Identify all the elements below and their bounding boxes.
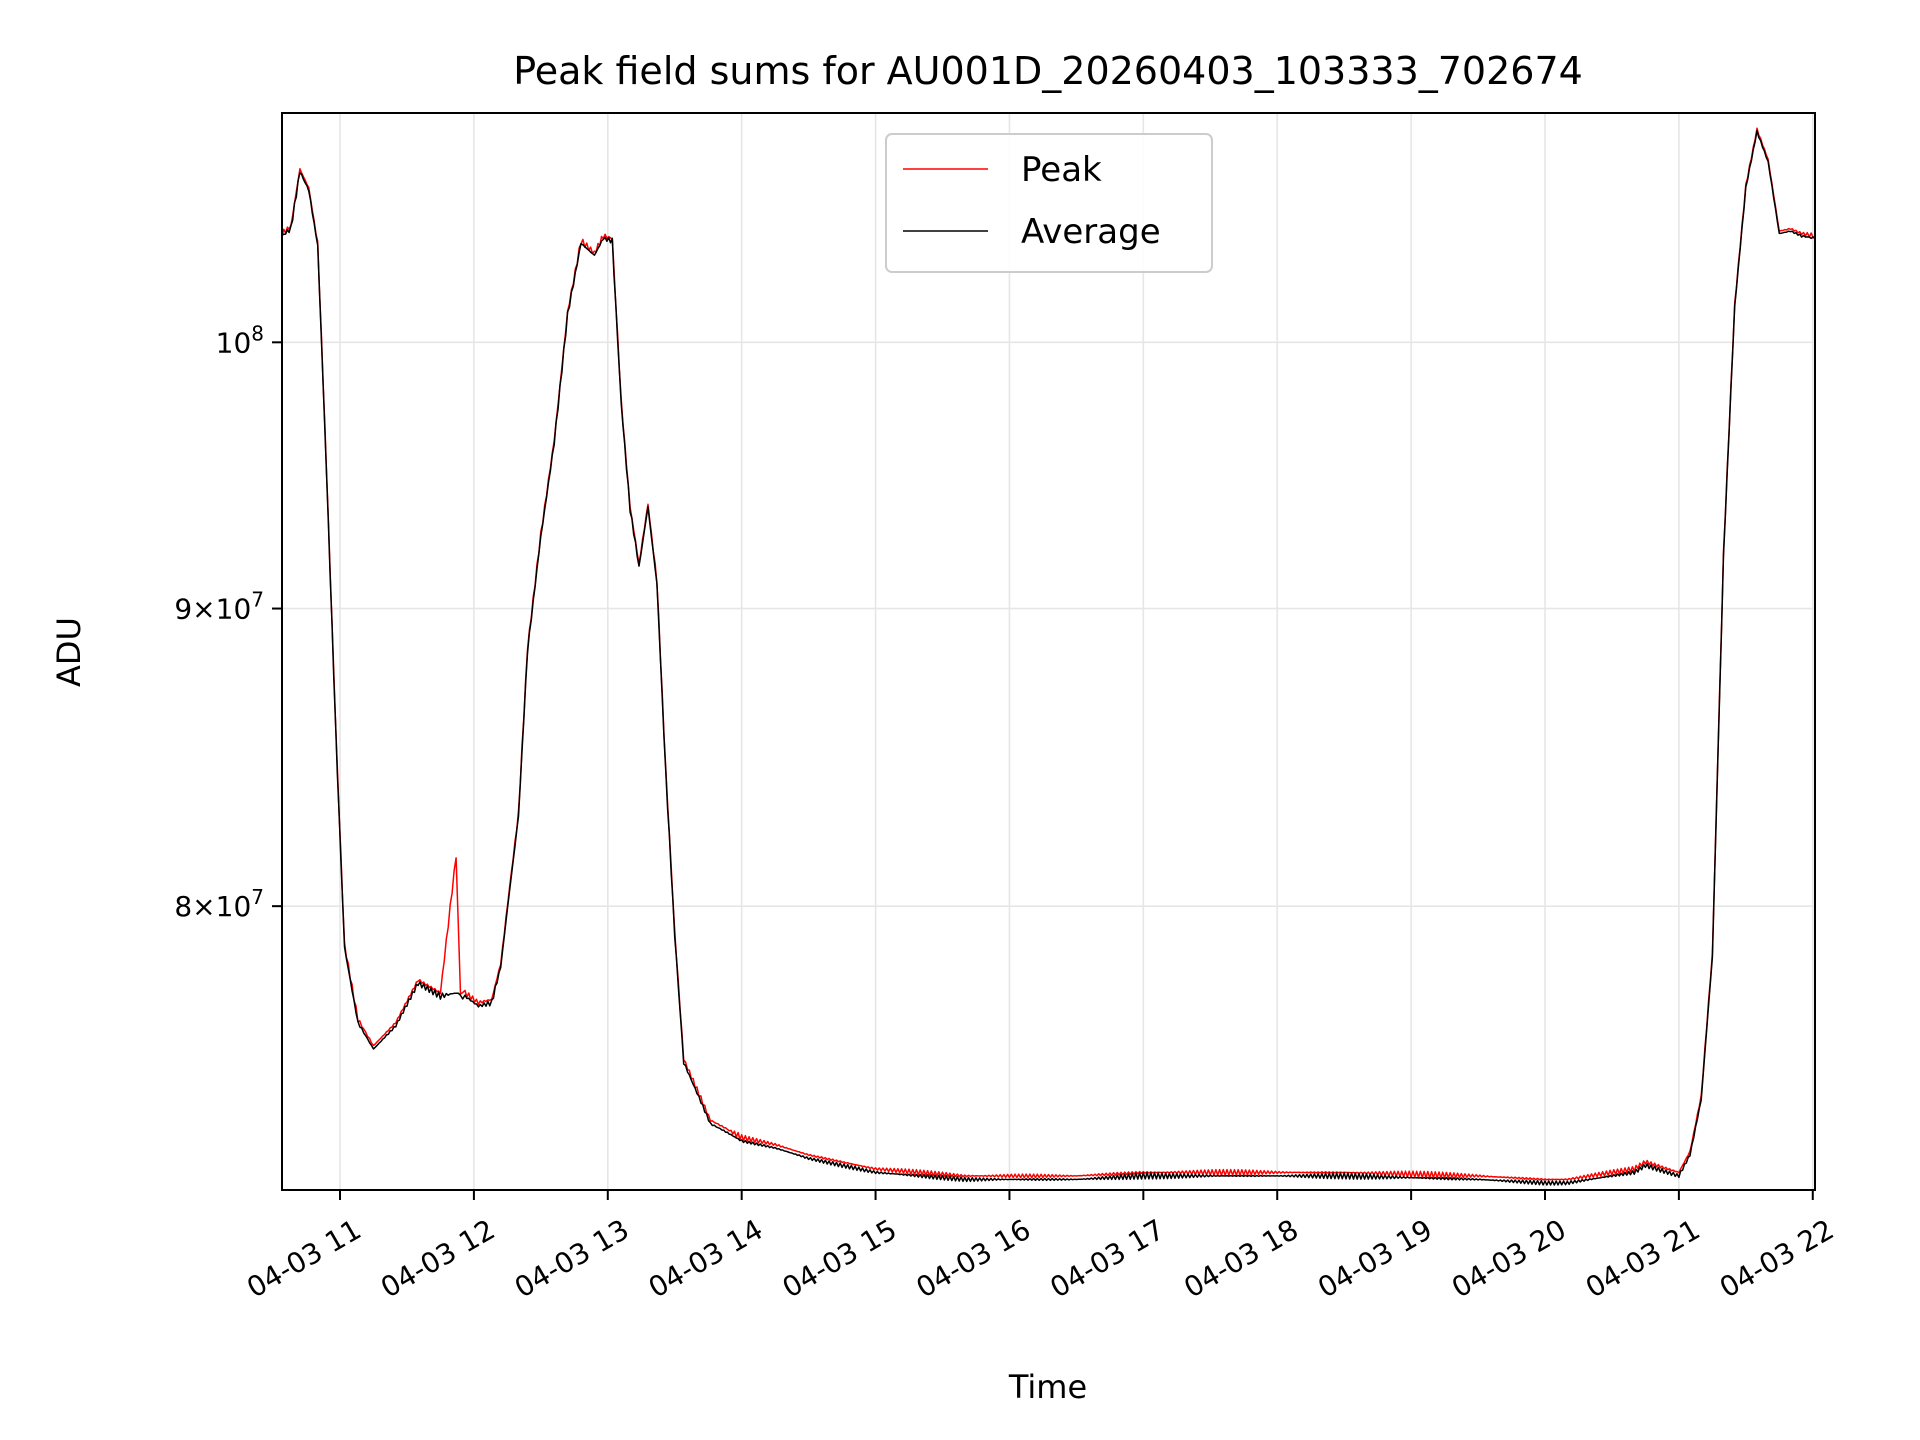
legend: Peak Average	[885, 133, 1213, 273]
y-tick-label: 108	[216, 321, 264, 359]
y-axis: 8×107 9×107 108	[174, 321, 282, 923]
x-axis-label: Time	[1008, 1368, 1087, 1406]
chart-title: Peak field sums for AU001D_20260403_1033…	[513, 49, 1583, 93]
grid	[282, 113, 1815, 1190]
plot-lines	[282, 127, 1815, 1186]
legend-label-average: Average	[1021, 212, 1161, 252]
plot-frame	[281, 112, 1816, 1191]
y-tick-label: 8×107	[174, 885, 264, 923]
y-axis-label: ADU	[50, 617, 88, 687]
legend-label-peak: Peak	[1021, 150, 1102, 190]
series-line-average	[282, 129, 1815, 1186]
y-tick-label: 9×107	[174, 588, 264, 626]
